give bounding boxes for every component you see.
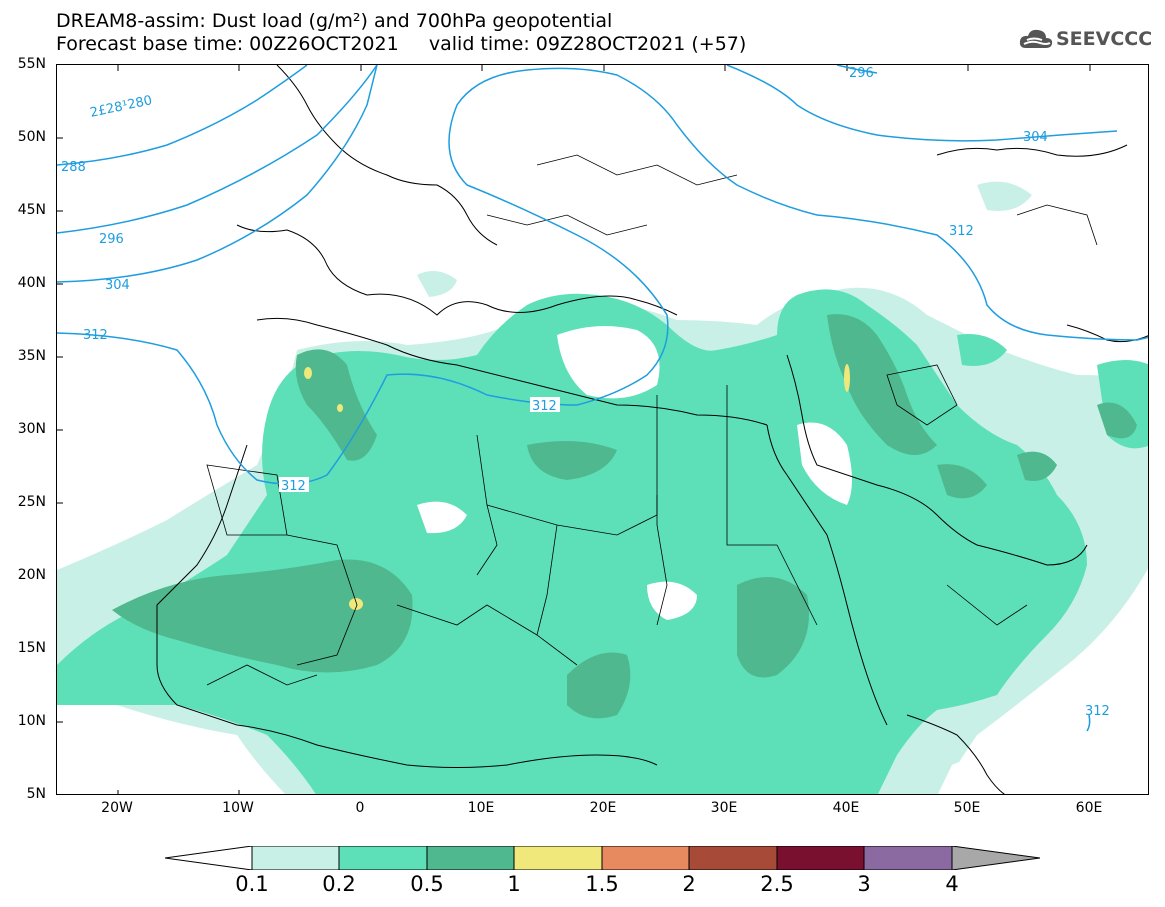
contour-label-312-ocean: 312 — [1085, 704, 1110, 719]
lon-label-30e: 30E — [710, 800, 738, 816]
colorbar-label-4: 4 — [945, 872, 959, 896]
colorbar-label-0.1: 0.1 — [235, 872, 269, 896]
lat-label-45n: 45N — [17, 202, 46, 218]
lon-label-20e: 20E — [589, 800, 617, 816]
colorbar-label-0.5: 0.5 — [410, 872, 444, 896]
lat-label-30n: 30N — [17, 421, 46, 437]
logo-text: SEEVCCC — [1056, 28, 1153, 50]
chart-title-line2: Forecast base time: 00Z26OCT2021 valid t… — [56, 33, 747, 55]
lat-label-15n: 15N — [17, 640, 46, 656]
lon-label-0: 0 — [355, 800, 365, 816]
lon-label-20w: 20W — [101, 800, 133, 816]
contour-label-304: 304 — [105, 278, 130, 293]
contour-label-312-sahara: 312 — [281, 479, 306, 494]
colorbar-segment-1 — [513, 846, 603, 870]
colorbar-label-0.2: 0.2 — [322, 872, 356, 896]
dust-level-0.5 — [112, 314, 1137, 719]
dust-clear-areas — [417, 326, 1148, 794]
cloud-logo-icon — [1019, 29, 1053, 48]
map-panel: 2£28¹280 288 296 304 312 312 312 296 304… — [56, 64, 1149, 795]
colorbar-label-1: 1 — [507, 872, 521, 896]
contour-labels: 2£28¹280 288 296 304 312 312 312 296 304… — [61, 66, 1110, 719]
lat-label-5n: 5N — [26, 786, 46, 802]
colorbar-segment-0.5 — [426, 846, 515, 870]
contour-label-296: 296 — [99, 232, 124, 247]
colorbar-segment-3 — [863, 846, 953, 870]
chart-title-line1: DREAM8-assim: Dust load (g/m²) and 700hP… — [56, 10, 613, 32]
lat-label-40n: 40N — [17, 275, 46, 291]
colorbar-label-3: 3 — [857, 872, 871, 896]
lon-label-60e: 60E — [1075, 800, 1103, 816]
dust-level-1 — [304, 364, 850, 610]
lat-label-25n: 25N — [17, 494, 46, 510]
lat-label-55n: 55N — [17, 56, 46, 72]
colorbar-segment-above — [951, 846, 1040, 870]
lat-label-20n: 20N — [17, 567, 46, 583]
colorbar-segment-1.5 — [601, 846, 690, 870]
contour-label-312-libya: 312 — [532, 399, 557, 414]
lat-label-50n: 50N — [17, 129, 46, 145]
colorbar-label-1.5: 1.5 — [585, 872, 619, 896]
colorbar-label-2: 2 — [682, 872, 696, 896]
colorbar — [165, 846, 1040, 870]
colorbar-segment-2.5 — [776, 846, 865, 870]
colorbar-segment-0.2 — [338, 846, 428, 870]
dust-load-map: 2£28¹280 288 296 304 312 312 312 296 304… — [57, 65, 1148, 794]
colorbar-segment-0.1 — [251, 846, 340, 870]
seevccc-logo: SEEVCCC — [1018, 26, 1158, 56]
colorbar-label-2.5: 2.5 — [760, 872, 794, 896]
contour-label-312-east: 312 — [949, 224, 974, 239]
colorbar-segment-2 — [688, 846, 778, 870]
lon-label-10e: 10E — [467, 800, 495, 816]
contour-label-304-east: 304 — [1023, 130, 1048, 145]
contour-label-280: 2£28¹280 — [89, 93, 154, 121]
colorbar-segment-below — [165, 846, 253, 870]
lat-label-10n: 10N — [17, 713, 46, 729]
contour-label-296-east: 296 — [849, 66, 874, 81]
contour-label-312-west: 312 — [83, 328, 108, 343]
contour-label-288: 288 — [61, 160, 86, 175]
lon-label-10w: 10W — [222, 800, 254, 816]
lon-label-40e: 40E — [832, 800, 860, 816]
lon-label-50e: 50E — [953, 800, 981, 816]
lat-label-35n: 35N — [17, 348, 46, 364]
country-borders — [206, 154, 1098, 686]
